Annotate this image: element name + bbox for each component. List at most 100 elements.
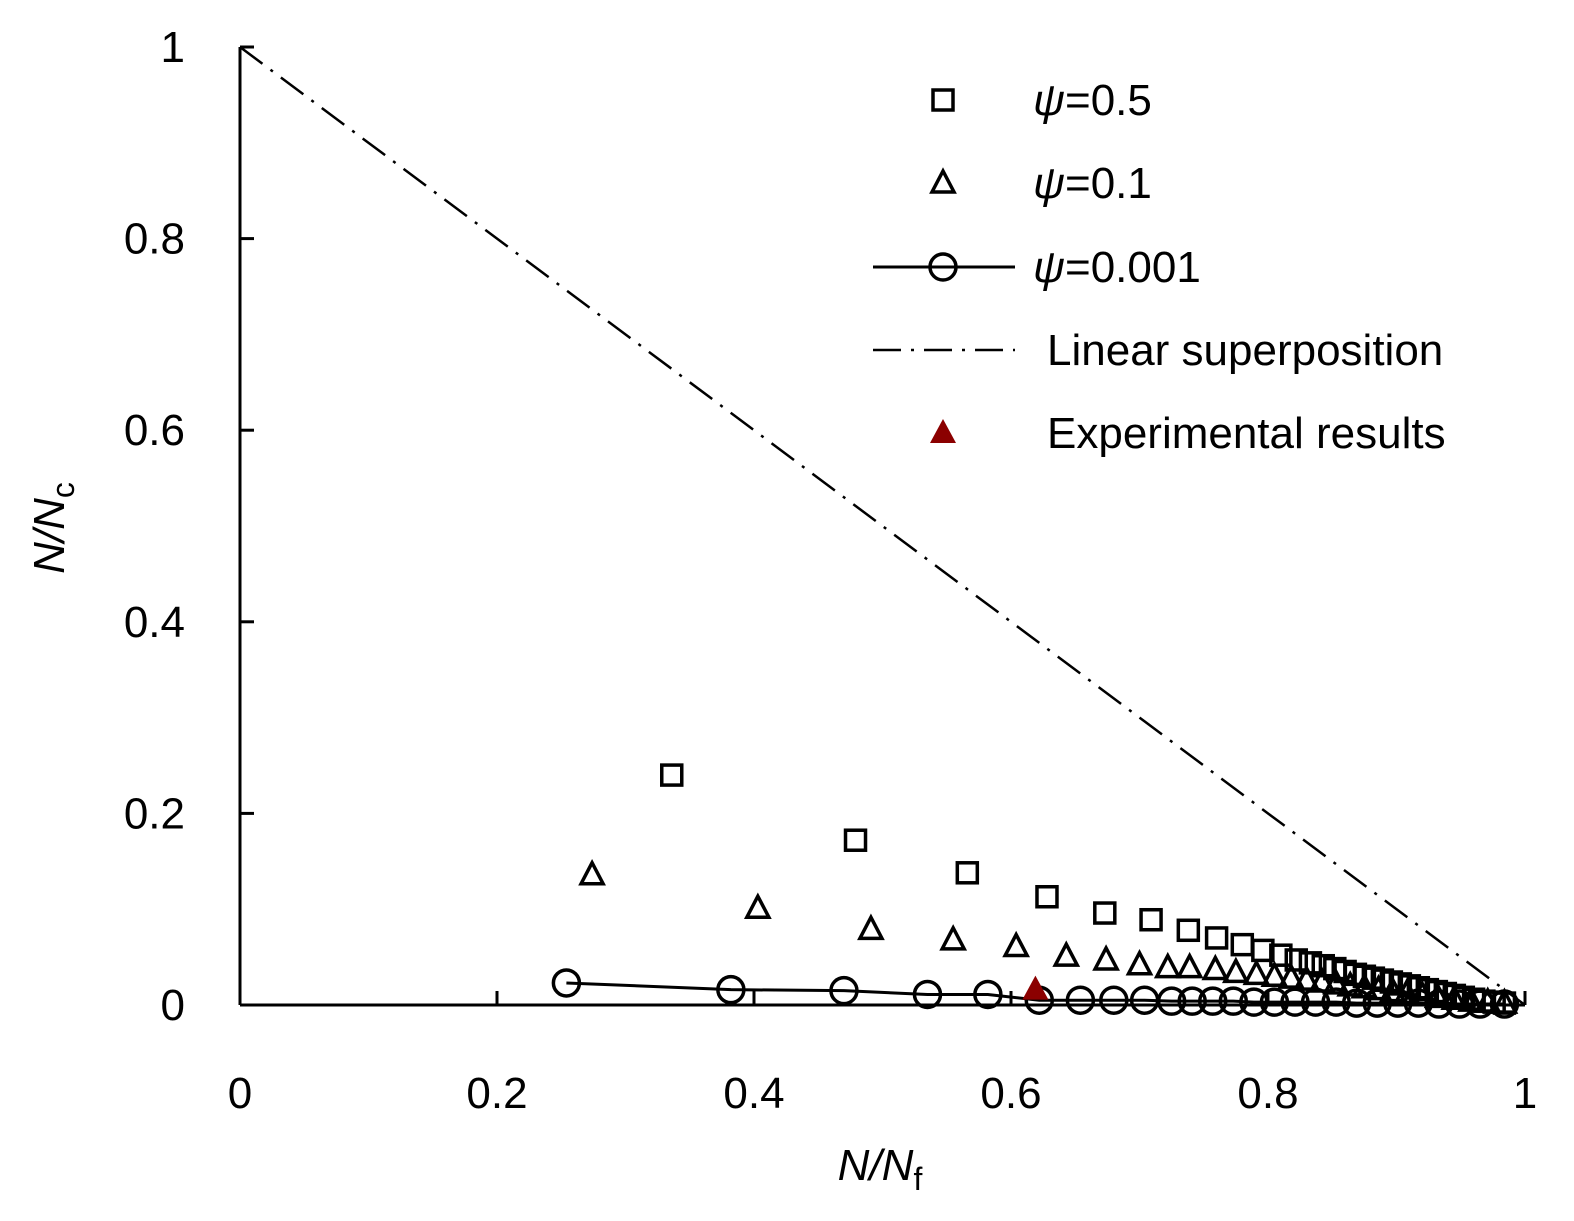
data-point [1362,988,1392,1018]
data-point [1341,988,1372,1018]
data-point [1242,958,1271,986]
legend-marker [928,252,958,282]
data-point [1230,932,1255,957]
data-point [1280,987,1310,1017]
data-point [1403,988,1434,1018]
data-point [843,828,868,852]
data-point [1383,988,1413,1018]
legend-entry: ψ=0.1 [929,159,1152,208]
data-point [1277,962,1306,989]
legend-entry: ψ=0.001 [873,243,1201,292]
data-point [1490,987,1519,1014]
data-point [1251,938,1275,963]
series-0 [660,763,1517,1015]
data-point [1269,943,1293,967]
legend-marker [929,167,957,194]
data-point [1092,944,1120,971]
legend-psi: ψ [1033,159,1065,208]
data-point [939,924,968,951]
data-point [1336,970,1365,997]
legend-label: ψ=0.5 [1033,76,1152,125]
x-tick-label: 0 [228,1069,252,1118]
data-point [1022,975,1049,1000]
legend-marker [930,419,956,443]
legend-label: Experimental results [1047,409,1446,458]
data-point [857,913,885,941]
x-tick-label: 0.2 [466,1069,527,1118]
data-point [955,861,980,885]
data-point [1156,986,1187,1016]
legend-entry: Experimental results [930,409,1446,458]
data-point [1002,930,1031,958]
y-tick-label: 0.8 [124,215,185,264]
data-point [1093,901,1117,925]
data-point [1139,907,1163,932]
axes: 0 0.2 0.4 0.6 0.8 1 0 0.2 0.4 0.6 0.8 1 [124,23,1537,1118]
y-tick-label: 0.2 [124,789,185,838]
data-point [1489,989,1520,1019]
data-point [1444,989,1475,1019]
data-point [1259,987,1290,1017]
data-point [1197,986,1228,1016]
data-point [1423,981,1452,1009]
series-line [566,981,1505,1006]
data-point [912,979,943,1010]
legend-label: ψ=0.001 [1033,243,1201,292]
data-point [1322,968,1350,995]
data-point [660,763,684,787]
data-point [1201,953,1230,981]
data-point [1260,960,1289,988]
data-point [1292,964,1321,991]
legend-label: Linear superposition [1047,326,1443,375]
data-point [1284,948,1309,972]
data-point [1239,987,1269,1017]
x-tick-label: 0.8 [1237,1069,1298,1118]
data-point [578,858,606,886]
data-point [1218,986,1249,1016]
legend-label: ψ=0.1 [1033,159,1152,208]
data-point [1321,987,1351,1017]
legend-value: =0.5 [1065,76,1152,125]
data-point [1125,948,1154,976]
series-4 [1022,975,1049,1000]
data-point [716,974,746,1005]
y-tick-label: 0.4 [124,598,185,647]
data-point [1364,973,1393,1001]
series-3 [239,45,1526,1007]
legend-psi: ψ [1033,76,1065,125]
legend-marker [931,88,955,112]
data-point [1204,926,1229,950]
data-point [1177,986,1207,1016]
y-tick-label: 0.6 [124,406,185,455]
y-tick-label: 0 [161,981,185,1030]
x-tick-label: 1 [1513,1069,1537,1118]
linear-superposition-line [239,45,1526,1007]
y-tick-label: 1 [161,23,185,72]
data-point [829,975,859,1006]
data-point [1035,884,1059,909]
x-axis-label: N/Nf [838,1141,923,1197]
x-tick-label: 0.4 [723,1069,784,1118]
data-point [1065,985,1096,1015]
data-point [551,968,582,998]
data-point [973,979,1003,1010]
legend-entry: ψ=0.5 [931,76,1152,125]
data-point [1221,956,1250,984]
data-point [1175,951,1204,979]
legend-psi: ψ [1033,243,1065,292]
legend-value: =0.1 [1065,159,1152,208]
data-point [1300,987,1331,1017]
data-point [1052,940,1081,967]
data-point [1153,951,1182,979]
data-point [1424,989,1454,1019]
data-point [1099,985,1129,1015]
plot-area [239,45,1526,1019]
y-axis-label: N/Nc [25,482,81,574]
legend-value: =0.001 [1065,243,1201,292]
x-tick-label: 0.6 [980,1069,1041,1118]
legend-entry: Linear superposition [873,326,1443,375]
data-point [743,892,772,919]
data-point [1176,918,1201,943]
